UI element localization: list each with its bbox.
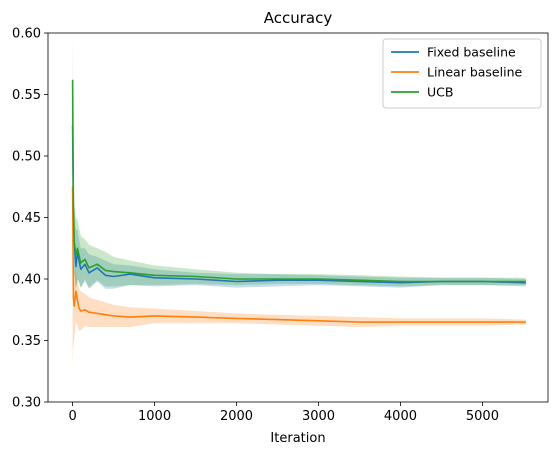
legend-box xyxy=(382,38,542,109)
x-tick-label: 0 xyxy=(68,409,76,424)
y-axis-ticks: 0.30 0.35 0.40 0.45 0.50 0.55 0.60 xyxy=(12,27,48,411)
x-tick-label: 3000 xyxy=(302,409,335,424)
x-axis-label: Iteration xyxy=(270,431,325,446)
y-tick-label: 0.55 xyxy=(12,88,41,103)
series-2-band xyxy=(72,33,526,289)
x-tick-label: 2000 xyxy=(220,409,253,424)
y-tick-label: 0.45 xyxy=(12,211,41,226)
chart-title: Accuracy xyxy=(264,9,333,27)
series-0-line xyxy=(71,125,526,284)
y-tick-label: 0.30 xyxy=(12,396,41,411)
x-tick-label: 1000 xyxy=(138,409,171,424)
legend-label: Linear baseline xyxy=(427,65,522,80)
series-0-band xyxy=(72,82,526,292)
y-tick-label: 0.50 xyxy=(12,150,41,165)
legend-label: UCB xyxy=(427,85,453,100)
x-tick-label: 5000 xyxy=(466,409,499,424)
series-1-line xyxy=(71,186,526,323)
y-tick-label: 0.35 xyxy=(12,334,41,349)
series-2-line xyxy=(71,79,526,283)
y-tick-label: 0.40 xyxy=(12,273,41,288)
y-tick-label: 0.60 xyxy=(12,27,41,42)
x-axis-ticks: 0 1000 2000 3000 4000 5000 xyxy=(68,402,499,424)
legend: Fixed baseline Linear baseline UCB xyxy=(382,38,542,109)
series-lines xyxy=(71,79,526,323)
legend-label: Fixed baseline xyxy=(427,45,516,60)
x-tick-label: 4000 xyxy=(384,409,417,424)
